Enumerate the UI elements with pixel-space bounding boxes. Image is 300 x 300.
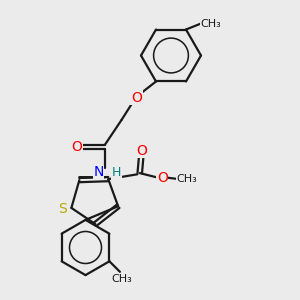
- Text: O: O: [131, 91, 142, 104]
- Text: O: O: [136, 144, 147, 158]
- Text: O: O: [71, 140, 82, 154]
- Text: CH₃: CH₃: [176, 174, 197, 184]
- Text: N: N: [93, 166, 103, 179]
- Text: CH₃: CH₃: [200, 19, 221, 28]
- Text: CH₃: CH₃: [111, 274, 132, 284]
- Text: S: S: [58, 202, 68, 216]
- Text: H: H: [112, 166, 121, 179]
- Text: O: O: [157, 171, 168, 184]
